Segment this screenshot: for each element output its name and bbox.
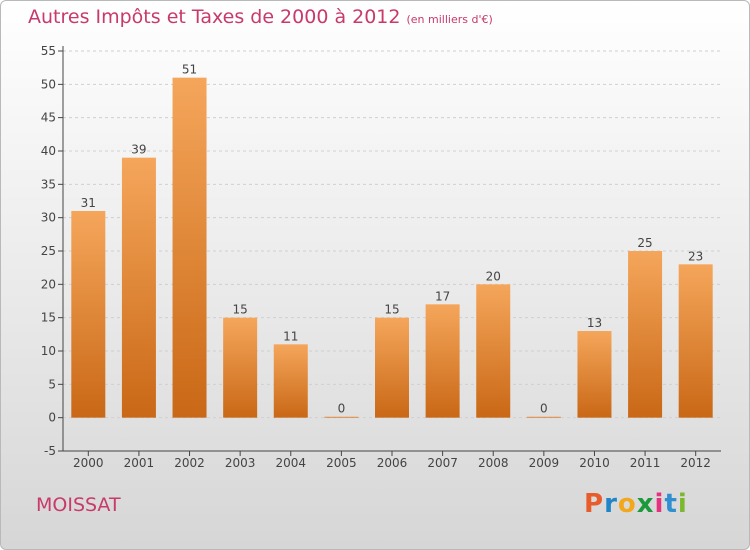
bars: [71, 77, 713, 418]
data-label: 25: [637, 236, 652, 250]
proxiti-logo: Proxiti: [584, 489, 688, 519]
bar: [425, 304, 460, 418]
x-tick-label: 2002: [174, 456, 205, 470]
bar: [526, 416, 561, 418]
data-label: 11: [283, 329, 298, 343]
x-tick-label: 2001: [124, 456, 155, 470]
bar: [273, 344, 308, 418]
x-tick-label: 2006: [377, 456, 408, 470]
y-tick-label: 15: [41, 311, 56, 325]
data-label: 15: [233, 303, 248, 317]
bar: [71, 211, 106, 418]
place-name: MOISSAT: [36, 494, 121, 516]
y-tick-label: 20: [41, 277, 56, 291]
y-tick-label: 45: [41, 111, 56, 125]
title-text: Autres Impôts et Taxes de 2000 à 2012: [28, 6, 401, 28]
x-tick-label: 2000: [73, 456, 104, 470]
logo-letter: i: [654, 489, 665, 519]
logo-letter: i: [677, 489, 688, 519]
data-label: 0: [338, 402, 346, 416]
bar: [476, 284, 511, 418]
data-label: 23: [688, 249, 703, 263]
y-tick-label: 25: [41, 244, 56, 258]
labels: -505101520253035404550553120003920015120…: [41, 44, 711, 470]
x-tick-label: 2004: [275, 456, 306, 470]
y-tick-label: -5: [44, 444, 56, 458]
y-tick-label: 10: [41, 344, 56, 358]
bar: [121, 157, 156, 418]
data-label: 15: [384, 303, 399, 317]
logo-letter: r: [604, 489, 618, 519]
x-tick-label: 2003: [225, 456, 256, 470]
data-label: 39: [131, 143, 146, 157]
bar: [577, 331, 612, 418]
y-tick-label: 40: [41, 144, 56, 158]
data-label: 20: [486, 269, 501, 283]
x-tick-label: 2008: [478, 456, 509, 470]
y-tick-label: 0: [48, 411, 56, 425]
bar: [223, 317, 258, 418]
y-tick-label: 5: [48, 377, 56, 391]
data-label: 51: [182, 63, 197, 77]
logo-letter: t: [664, 489, 678, 519]
x-tick-label: 2005: [326, 456, 357, 470]
y-tick-label: 30: [41, 211, 56, 225]
logo-letter: P: [584, 489, 605, 519]
logo-letter: x: [636, 489, 655, 519]
logo-letter: o: [617, 489, 637, 519]
data-label: 17: [435, 289, 450, 303]
axes: [58, 46, 721, 456]
bar: [375, 317, 409, 418]
bar: [172, 77, 207, 418]
y-tick-label: 35: [41, 177, 56, 191]
x-tick-label: 2010: [579, 456, 610, 470]
x-tick-label: 2007: [427, 456, 458, 470]
chart-subtitle: (en milliers d'€): [406, 13, 493, 26]
data-label: 0: [540, 402, 548, 416]
x-tick-label: 2011: [630, 456, 661, 470]
data-label: 31: [81, 196, 96, 210]
x-tick-label: 2012: [680, 456, 711, 470]
x-tick-label: 2009: [529, 456, 560, 470]
bar: [628, 251, 663, 418]
y-tick-label: 50: [41, 77, 56, 91]
bar: [678, 264, 713, 418]
bar: [324, 416, 359, 418]
y-tick-label: 55: [41, 44, 56, 58]
chart-title: Autres Impôts et Taxes de 2000 à 2012 (en…: [28, 6, 493, 28]
data-label: 13: [587, 316, 602, 330]
